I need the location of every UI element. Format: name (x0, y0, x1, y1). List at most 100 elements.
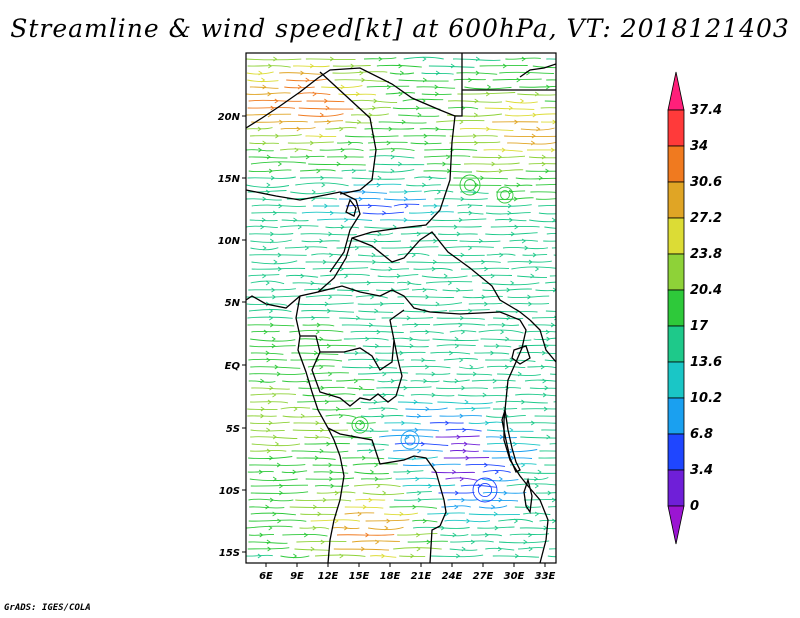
streamline-arrow (320, 175, 325, 181)
streamline-arrow (326, 119, 331, 125)
streamline (249, 464, 306, 466)
streamline-arrow (481, 259, 486, 265)
streamline-arrow (388, 126, 393, 132)
streamline-arrow (260, 406, 265, 412)
streamline (376, 386, 432, 389)
streamline-arrow (355, 91, 360, 97)
streamline-arrow (484, 462, 489, 468)
streamline-arrow (460, 252, 465, 258)
streamline (449, 141, 501, 144)
streamline-arrow (514, 553, 520, 559)
streamline-arrow (368, 448, 373, 454)
streamline (538, 212, 556, 215)
streamline (544, 226, 556, 229)
eddy (400, 430, 420, 450)
streamline-arrow (450, 63, 455, 69)
border-5 (300, 309, 405, 371)
streamline (416, 86, 456, 89)
streamline (389, 72, 415, 75)
streamline-arrow (456, 287, 461, 293)
colorbar-segment (667, 433, 685, 471)
streamline-arrow (462, 427, 467, 433)
streamline (482, 288, 532, 292)
y-tick-label: 10N (218, 236, 241, 247)
streamline-arrow (583, 540, 586, 544)
streamline-arrow (569, 533, 572, 537)
streamline-arrow (409, 336, 414, 342)
streamline (548, 506, 556, 508)
streamline (248, 498, 294, 502)
streamline-arrow (390, 168, 395, 174)
streamline (532, 65, 556, 69)
streamline-arrow (478, 238, 483, 244)
streamline-arrow (440, 525, 446, 531)
streamline-arrow (271, 336, 276, 342)
streamline-arrow (311, 315, 316, 321)
streamline-arrow (319, 336, 324, 342)
streamline-arrow (262, 196, 267, 202)
streamline (350, 113, 389, 116)
streamline-arrow (449, 350, 454, 356)
streamline-arrow (567, 281, 570, 285)
streamline-arrow (399, 350, 404, 356)
colorbar-segment (667, 397, 685, 435)
streamline-arrow (542, 378, 547, 384)
border-6 (311, 339, 403, 407)
streamline-arrow (523, 539, 528, 545)
y-tick-label: 20N (218, 112, 241, 123)
streamline-arrow (358, 196, 363, 202)
streamline (249, 233, 294, 235)
streamline-arrow (257, 553, 262, 559)
streamline-arrow (410, 553, 415, 559)
streamline-arrow (487, 84, 492, 90)
streamline (550, 373, 556, 375)
streamline-arrow (269, 315, 274, 321)
streamline-arrow (278, 203, 283, 209)
streamline-arrow (310, 280, 315, 286)
streamline (296, 457, 336, 460)
streamline-arrow (274, 364, 279, 370)
streamline (507, 295, 550, 299)
streamline-arrow (279, 490, 284, 496)
streamline-arrow (561, 428, 564, 432)
x-tick-label: 21E (411, 571, 432, 582)
x-tick-label: 9E (290, 571, 304, 582)
streamline (545, 281, 556, 284)
colorbar-label: 3.4 (690, 463, 713, 478)
streamline-arrow (505, 336, 510, 342)
streamline-arrow (500, 329, 505, 335)
x-tick-label: 6E (259, 571, 273, 582)
streamline (389, 190, 422, 193)
streamline (247, 65, 291, 68)
streamline-arrow (554, 315, 556, 321)
streamline (307, 365, 335, 368)
streamline (338, 191, 388, 194)
streamline (546, 79, 556, 81)
x-tick-label: 27E (473, 571, 494, 582)
streamline-arrow (371, 133, 376, 139)
streamline-arrow (485, 91, 491, 97)
streamline-arrow (415, 105, 420, 111)
streamline-arrow (562, 106, 565, 110)
streamline-arrow (571, 309, 574, 313)
streamline-arrow (491, 161, 496, 167)
streamline-arrow (374, 343, 380, 349)
streamline-arrow (514, 518, 519, 524)
streamline (536, 492, 556, 494)
streamline-arrow (456, 553, 461, 559)
streamline-arrow (528, 301, 533, 307)
streamline (391, 337, 430, 341)
streamline (341, 324, 398, 327)
colorbar-bottom-arrow (667, 505, 685, 545)
lake-malawi (523, 477, 533, 514)
colorbar-segment (667, 217, 685, 255)
streamline-arrow (316, 322, 321, 328)
streamline-arrow (305, 77, 310, 83)
streamline-arrow (435, 301, 440, 307)
streamline (498, 518, 534, 523)
streamline-arrow (416, 532, 421, 538)
streamline-arrow (430, 210, 435, 216)
streamline (511, 266, 556, 270)
streamline-arrow (368, 497, 373, 503)
streamline-arrow (508, 105, 513, 111)
